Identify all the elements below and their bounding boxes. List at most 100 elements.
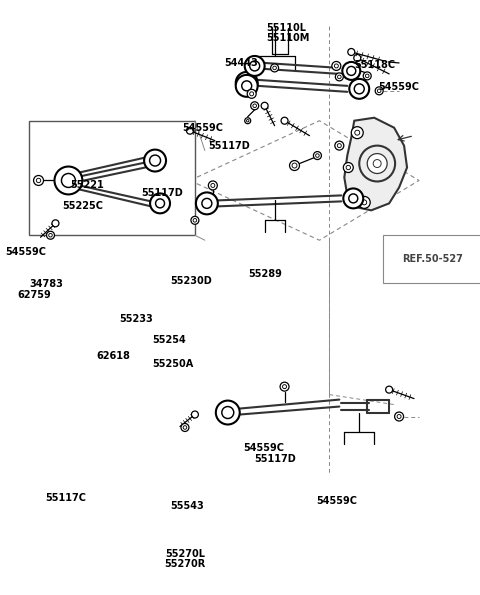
Text: 55117C: 55117C [45, 493, 86, 503]
Circle shape [359, 146, 395, 181]
Circle shape [191, 217, 199, 224]
Circle shape [313, 152, 322, 159]
Circle shape [347, 67, 356, 76]
Circle shape [362, 200, 367, 205]
Circle shape [351, 127, 363, 139]
Circle shape [192, 411, 198, 418]
Text: 55270R: 55270R [164, 559, 205, 569]
Text: 55230D: 55230D [170, 277, 212, 287]
Text: 55254: 55254 [153, 335, 186, 345]
Circle shape [367, 154, 387, 174]
Circle shape [245, 118, 251, 124]
Circle shape [242, 81, 252, 91]
Text: 55221: 55221 [70, 180, 104, 190]
Circle shape [343, 189, 363, 208]
Circle shape [250, 61, 260, 71]
Circle shape [254, 67, 261, 74]
Circle shape [193, 218, 197, 222]
Circle shape [289, 161, 300, 171]
Circle shape [346, 165, 350, 170]
Circle shape [363, 72, 371, 80]
Circle shape [332, 61, 341, 70]
Circle shape [385, 386, 393, 393]
Circle shape [61, 174, 75, 187]
Circle shape [349, 194, 358, 203]
Circle shape [292, 163, 297, 168]
Circle shape [253, 104, 256, 108]
Circle shape [183, 425, 187, 429]
Text: 55543: 55543 [170, 501, 204, 511]
Text: REF.50-527: REF.50-527 [402, 254, 463, 264]
Circle shape [358, 196, 370, 208]
Text: 55118C: 55118C [354, 60, 396, 70]
Text: REF.50-527: REF.50-527 [402, 254, 463, 264]
Polygon shape [344, 118, 407, 211]
Circle shape [34, 176, 44, 186]
Circle shape [222, 406, 234, 418]
Circle shape [365, 74, 369, 78]
Text: 55117D: 55117D [142, 188, 183, 198]
Circle shape [349, 79, 369, 99]
Circle shape [337, 75, 341, 79]
Text: 54559C: 54559C [243, 443, 285, 453]
Circle shape [242, 78, 252, 88]
Circle shape [397, 415, 401, 418]
Text: 54559C: 54559C [378, 82, 420, 92]
Circle shape [208, 181, 217, 190]
Circle shape [251, 102, 259, 109]
Circle shape [150, 155, 160, 166]
Text: 55270L: 55270L [165, 549, 205, 559]
Circle shape [250, 92, 253, 96]
Text: 54559C: 54559C [5, 247, 47, 257]
Text: 62618: 62618 [96, 350, 130, 361]
Circle shape [256, 70, 259, 73]
Circle shape [343, 162, 353, 173]
Circle shape [336, 73, 343, 81]
Text: 55117D: 55117D [209, 142, 251, 151]
Text: 34783: 34783 [29, 279, 63, 289]
Circle shape [342, 62, 360, 80]
Circle shape [211, 183, 215, 187]
Circle shape [52, 220, 59, 227]
Circle shape [216, 400, 240, 424]
Circle shape [377, 89, 381, 93]
Text: 55110M: 55110M [266, 33, 310, 43]
Circle shape [236, 75, 258, 97]
Circle shape [181, 424, 189, 431]
Circle shape [236, 72, 258, 94]
Circle shape [144, 149, 166, 171]
Circle shape [186, 127, 193, 134]
Text: 62759: 62759 [17, 290, 51, 299]
Circle shape [196, 192, 218, 214]
Circle shape [273, 66, 276, 70]
Circle shape [335, 64, 338, 68]
Circle shape [395, 412, 404, 421]
Text: 55225C: 55225C [62, 201, 103, 211]
Text: 54559C: 54559C [316, 496, 357, 506]
Circle shape [280, 382, 289, 391]
Circle shape [354, 84, 364, 94]
Circle shape [348, 49, 355, 55]
Circle shape [337, 143, 341, 148]
Circle shape [261, 102, 268, 109]
Circle shape [335, 141, 344, 150]
Text: 55250A: 55250A [153, 359, 194, 369]
Circle shape [48, 233, 52, 237]
Circle shape [156, 199, 165, 208]
Circle shape [354, 55, 361, 61]
Circle shape [375, 87, 383, 95]
Text: 54559C: 54559C [182, 123, 223, 133]
Text: 55233: 55233 [119, 314, 153, 324]
FancyBboxPatch shape [29, 121, 195, 235]
Circle shape [202, 198, 212, 208]
Circle shape [373, 159, 381, 168]
Text: 55289: 55289 [248, 269, 282, 279]
Circle shape [36, 178, 41, 183]
Circle shape [245, 56, 264, 76]
Text: 54443: 54443 [225, 58, 258, 68]
Circle shape [54, 167, 83, 195]
Circle shape [271, 64, 278, 72]
Circle shape [281, 117, 288, 124]
Circle shape [150, 193, 170, 214]
Circle shape [247, 89, 256, 98]
